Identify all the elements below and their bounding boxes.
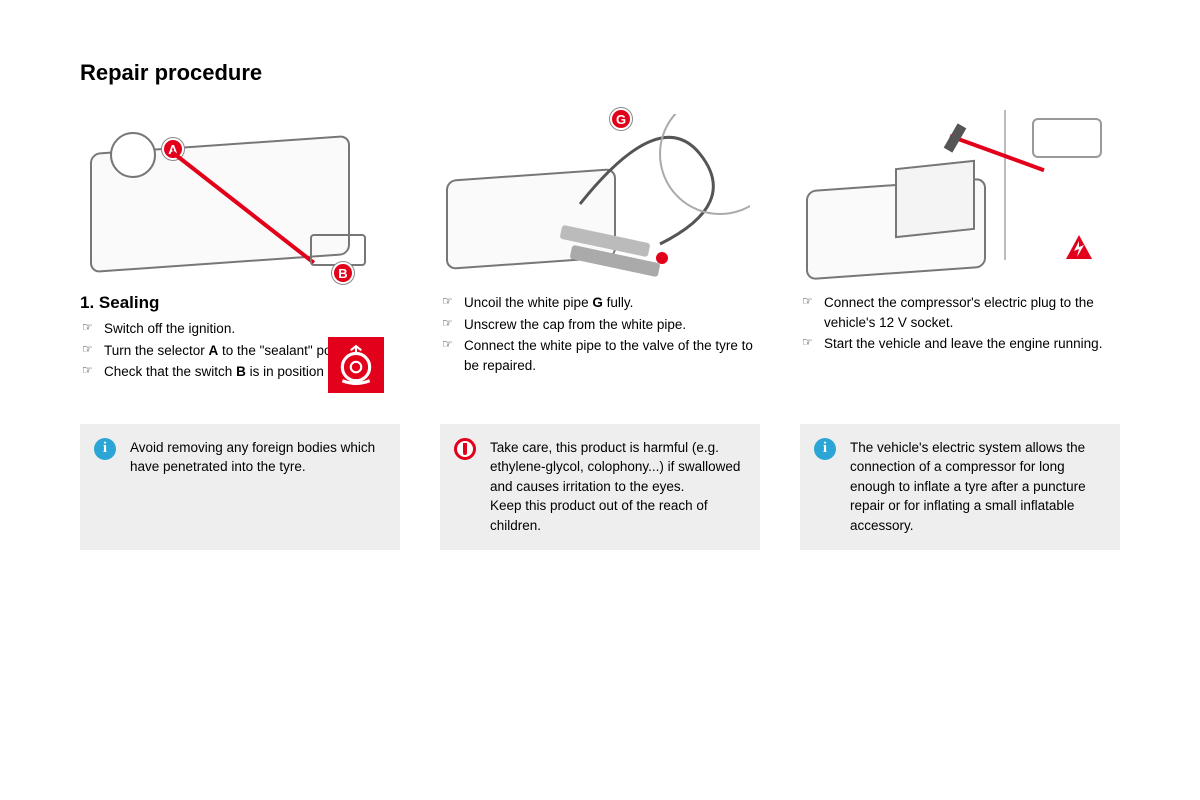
step: Switch off the ignition. [80, 319, 400, 339]
illustration-sealing: A B [80, 104, 400, 279]
steps-col2: Uncoil the white pipe G fully. Unscrew t… [440, 293, 760, 377]
step: Connect the compressor's electric plug t… [800, 293, 1120, 332]
callout-text: Take care, this product is harmful (e.g.… [490, 438, 744, 536]
step: Start the vehicle and leave the engine r… [800, 334, 1120, 354]
callout-harmful-product: Take care, this product is harmful (e.g.… [440, 424, 760, 550]
column-2: G Uncoil the white pipe G fully. Unscrew… [440, 104, 760, 384]
callout-row: i Avoid removing any foreign bodies whic… [80, 424, 1120, 550]
step: Connect the white pipe to the valve of t… [440, 336, 760, 375]
callout-electric-system: i The vehicle's electric system allows t… [800, 424, 1120, 550]
sealant-tire-icon [328, 337, 384, 393]
callout-foreign-bodies: i Avoid removing any foreign bodies whic… [80, 424, 400, 550]
marker-g: G [610, 108, 632, 130]
warn-icon [454, 438, 476, 460]
step: Uncoil the white pipe G fully. [440, 293, 760, 313]
section-heading-sealing: 1. Sealing [80, 293, 400, 313]
illustration-pipe: G [440, 104, 760, 279]
instruction-columns: A B 1. Sealing Switch off the ignition. … [80, 104, 1120, 384]
page-title: Repair procedure [80, 60, 1120, 86]
column-1: A B 1. Sealing Switch off the ignition. … [80, 104, 400, 384]
column-3: Connect the compressor's electric plug t… [800, 104, 1120, 384]
step: Unscrew the cap from the white pipe. [440, 315, 760, 335]
illustration-plug [800, 104, 1120, 279]
steps-col3: Connect the compressor's electric plug t… [800, 293, 1120, 356]
info-icon: i [94, 438, 116, 460]
info-icon: i [814, 438, 836, 460]
marker-b: B [332, 262, 354, 284]
callout-text: Avoid removing any foreign bodies which … [130, 438, 384, 477]
callout-text: The vehicle's electric system allows the… [850, 438, 1104, 536]
